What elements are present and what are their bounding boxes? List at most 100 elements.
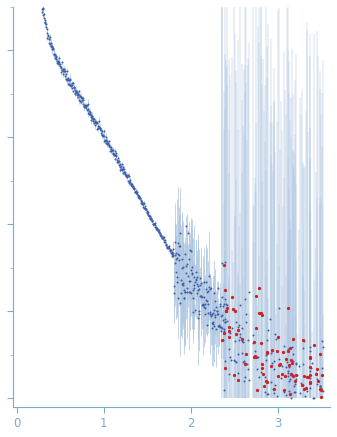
Point <box>137 194 142 201</box>
Point <box>241 357 246 364</box>
Point <box>79 95 85 102</box>
Point <box>305 373 310 380</box>
Point <box>213 312 218 319</box>
Point <box>41 12 46 19</box>
Point <box>163 241 168 248</box>
Point <box>277 355 282 362</box>
Point <box>42 20 47 27</box>
Point <box>133 188 139 195</box>
Point <box>144 206 149 213</box>
Point <box>108 143 113 150</box>
Point <box>307 347 312 354</box>
Point <box>124 172 129 179</box>
Point <box>231 357 237 364</box>
Point <box>245 365 250 372</box>
Point <box>269 359 275 366</box>
Point <box>152 221 157 228</box>
Point <box>157 231 163 238</box>
Point <box>107 147 113 154</box>
Point <box>311 394 317 401</box>
Point <box>108 146 113 153</box>
Point <box>134 190 139 197</box>
Point <box>220 303 226 310</box>
Point <box>259 364 265 371</box>
Point <box>40 5 46 12</box>
Point <box>198 282 203 289</box>
Point <box>108 143 114 150</box>
Point <box>181 295 186 302</box>
Point <box>196 285 202 292</box>
Point <box>70 82 75 89</box>
Point <box>93 119 99 126</box>
Point <box>176 239 181 246</box>
Point <box>287 345 293 352</box>
Point <box>234 331 239 338</box>
Point <box>175 251 180 258</box>
Point <box>240 338 245 345</box>
Point <box>317 383 323 390</box>
Point <box>122 168 127 175</box>
Point <box>156 229 162 236</box>
Point <box>72 83 77 90</box>
Point <box>216 323 222 329</box>
Point <box>147 214 153 221</box>
Point <box>245 336 250 343</box>
Point <box>274 335 279 342</box>
Point <box>109 147 115 154</box>
Point <box>185 272 190 279</box>
Point <box>307 354 312 361</box>
Point <box>223 315 228 322</box>
Point <box>117 160 122 167</box>
Point <box>137 194 143 201</box>
Point <box>131 184 136 191</box>
Point <box>97 125 102 132</box>
Point <box>103 134 108 141</box>
Point <box>87 108 93 115</box>
Point <box>244 310 249 317</box>
Point <box>109 147 114 154</box>
Point <box>265 379 270 386</box>
Point <box>112 148 117 155</box>
Point <box>45 32 51 39</box>
Point <box>210 321 215 328</box>
Point <box>114 153 119 160</box>
Point <box>188 267 194 274</box>
Point <box>182 295 187 302</box>
Point <box>215 310 220 317</box>
Point <box>288 395 294 402</box>
Point <box>294 361 299 368</box>
Point <box>101 137 107 144</box>
Point <box>63 68 68 75</box>
Point <box>256 373 262 380</box>
Point <box>285 370 290 377</box>
Point <box>207 309 212 316</box>
Point <box>219 312 225 319</box>
Point <box>85 106 91 113</box>
Point <box>293 360 299 367</box>
Point <box>155 226 160 233</box>
Point <box>307 372 312 379</box>
Point <box>80 94 86 101</box>
Point <box>172 282 177 289</box>
Point <box>296 363 302 370</box>
Point <box>199 279 204 286</box>
Point <box>208 312 214 319</box>
Point <box>197 308 202 315</box>
Point <box>304 388 309 395</box>
Point <box>265 336 270 343</box>
Point <box>243 360 248 367</box>
Point <box>110 146 115 153</box>
Point <box>188 247 193 254</box>
Point <box>272 386 277 393</box>
Point <box>200 293 205 300</box>
Point <box>51 50 56 57</box>
Point <box>271 365 277 372</box>
Point <box>164 243 170 250</box>
Point <box>179 256 185 263</box>
Point <box>132 185 137 192</box>
Point <box>135 193 140 200</box>
Point <box>118 163 123 170</box>
Point <box>120 165 125 172</box>
Point <box>59 59 64 66</box>
Point <box>168 250 174 257</box>
